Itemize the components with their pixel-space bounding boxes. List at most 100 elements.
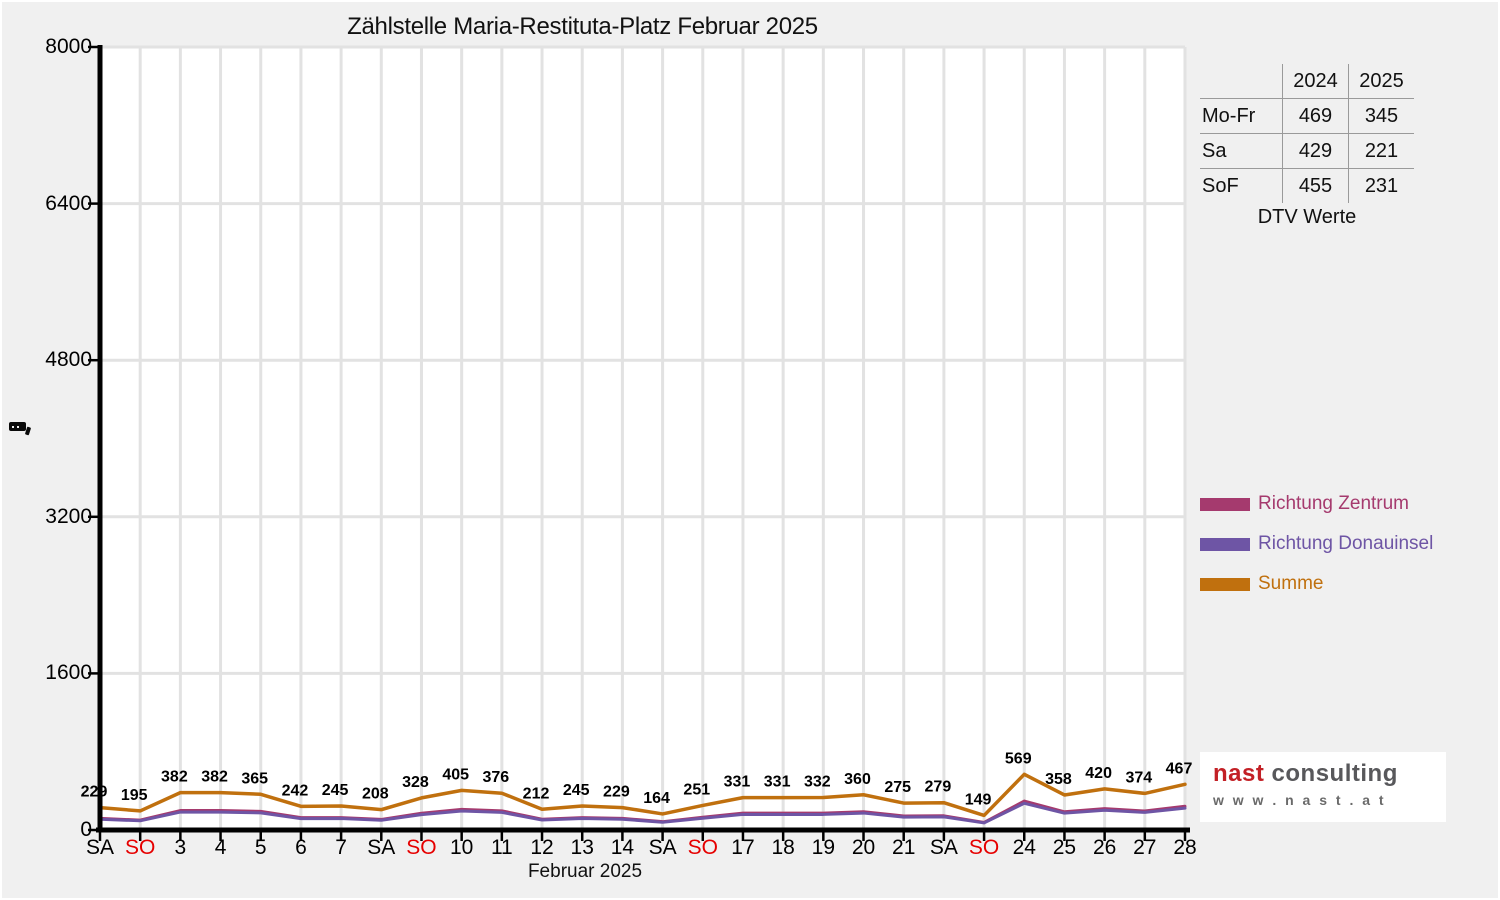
cell-2025: 231 — [1348, 169, 1414, 203]
data-label: 164 — [643, 790, 670, 807]
data-label: 569 — [1005, 750, 1032, 767]
data-label: 332 — [804, 774, 831, 791]
data-label: 212 — [523, 785, 550, 802]
data-label: 365 — [241, 770, 268, 787]
legend-swatch-zentrum — [1200, 497, 1250, 511]
cell-2024: 469 — [1282, 99, 1348, 133]
x-tick-label: 28 — [1173, 836, 1197, 859]
table-row: Mo-Fr 469 345 — [1200, 99, 1414, 134]
cell-2024: 429 — [1282, 134, 1348, 168]
data-label: 245 — [563, 782, 590, 799]
x-tick-label: 3 — [174, 836, 187, 859]
data-label: 195 — [121, 787, 148, 804]
x-tick-label: SO — [125, 836, 156, 859]
logo: nast consulting w w w . n a s t . a t — [1200, 752, 1446, 822]
data-label: 374 — [1125, 769, 1152, 786]
data-label: 331 — [724, 774, 751, 791]
row-label: Mo-Fr — [1202, 104, 1256, 127]
table-caption: DTV Werte — [1257, 206, 1357, 228]
table-header-2024: 2024 — [1282, 64, 1348, 98]
data-label: 405 — [442, 766, 469, 783]
plot-svg: 229 195 382 382 365 242 245 208 328 405 376 212 245 2… — [81, 45, 1192, 841]
legend-item-donauinsel: Richtung Donauinsel — [1200, 533, 1434, 554]
y-axis-title-glyph — [9, 420, 32, 436]
row-label: Sa — [1202, 139, 1227, 162]
y-tick-label: 0 — [80, 818, 92, 841]
x-tick-label: SA — [85, 836, 114, 859]
x-tick-label: 6 — [295, 836, 307, 859]
data-label: 279 — [925, 779, 952, 796]
x-tick-label: 5 — [254, 836, 267, 859]
x-tick-label: 26 — [1092, 836, 1117, 859]
cell-2024: 455 — [1282, 169, 1348, 203]
cell-2025: 345 — [1348, 99, 1414, 133]
x-tick-label: 7 — [335, 836, 347, 859]
legend-label: Richtung Donauinsel — [1258, 533, 1434, 554]
x-tick-label: 13 — [570, 836, 594, 859]
x-tick-label: SA — [367, 836, 396, 859]
table-header-row: 2024 2025 — [1200, 64, 1414, 99]
legend-item-zentrum: Richtung Zentrum — [1200, 493, 1433, 514]
x-tick-label: SO — [687, 836, 718, 859]
x-tick-label: SO — [968, 836, 1000, 859]
logo-url: w w w . n a s t . a t — [1213, 792, 1387, 808]
data-label: 376 — [483, 769, 510, 786]
plot-area: 229 195 382 382 365 242 245 208 328 405 376 212 245 2… — [81, 45, 1192, 841]
data-label: 328 — [402, 774, 429, 791]
cell-2025: 221 — [1348, 134, 1414, 168]
data-label: 208 — [362, 786, 389, 803]
x-tick-label: 20 — [851, 836, 876, 859]
x-tick-label: 19 — [811, 836, 835, 859]
dtv-table: 2024 2025 Mo-Fr 469 345 Sa 429 221 SoF 4… — [1200, 64, 1414, 229]
x-tick-label: 18 — [771, 836, 795, 859]
y-tick-label: 1600 — [45, 661, 92, 685]
logo-brand: nast consulting — [1213, 760, 1398, 788]
data-label: 275 — [884, 779, 911, 796]
table-row: SoF 455 231 — [1200, 169, 1414, 203]
data-label: 149 — [965, 791, 992, 808]
x-tick-label: 24 — [1012, 836, 1036, 859]
data-label: 358 — [1045, 771, 1072, 788]
legend: Richtung Zentrum Richtung Donauinsel Sum… — [1200, 493, 1434, 614]
x-axis-title: Februar 2025 — [527, 861, 643, 882]
series-line-summe — [98, 772, 1187, 818]
x-tick-label: 10 — [449, 836, 474, 859]
x-tick-label: 14 — [610, 836, 635, 859]
data-label: 382 — [161, 769, 188, 786]
chart-title: Zählstelle Maria-Restituta-Platz Februar… — [347, 13, 818, 40]
x-tick-label: 25 — [1052, 836, 1077, 859]
data-label: 360 — [844, 771, 871, 788]
data-label: 245 — [322, 782, 349, 799]
y-tick-label: 6400 — [45, 191, 92, 215]
data-label: 242 — [282, 782, 309, 799]
x-tick-label: 12 — [530, 836, 554, 859]
x-tick-label: 27 — [1133, 836, 1157, 859]
y-tick-label: 4800 — [45, 348, 92, 372]
legend-swatch-summe — [1200, 577, 1250, 591]
logo-brand-secondary: consulting — [1271, 760, 1398, 787]
table-row: Sa 429 221 — [1200, 134, 1414, 169]
x-tick-label: SO — [406, 836, 437, 859]
data-label: 467 — [1166, 760, 1193, 777]
y-tick-label: 3200 — [45, 504, 92, 528]
data-label: 251 — [683, 781, 710, 798]
x-tick-label: 17 — [731, 836, 755, 859]
data-label: 382 — [201, 769, 228, 786]
series-line-richtung-donauinsel — [98, 801, 1187, 825]
legend-item-summe: Summe — [1200, 573, 1433, 594]
x-tick-label: 21 — [892, 836, 916, 859]
row-label: SoF — [1202, 174, 1239, 197]
data-label: 229 — [603, 784, 630, 801]
legend-swatch-donauinsel — [1200, 537, 1250, 551]
data-label: 420 — [1085, 765, 1112, 782]
x-tick-label: SA — [648, 836, 677, 859]
x-tick-label: SA — [929, 836, 958, 859]
data-label: 229 — [81, 784, 108, 801]
legend-label: Summe — [1258, 573, 1324, 594]
logo-brand-primary: nast — [1213, 760, 1265, 787]
data-label: 331 — [764, 774, 791, 791]
table-header-2025: 2025 — [1348, 64, 1414, 98]
x-tick-label: 4 — [214, 836, 227, 859]
y-tick-label: 8000 — [45, 35, 92, 58]
